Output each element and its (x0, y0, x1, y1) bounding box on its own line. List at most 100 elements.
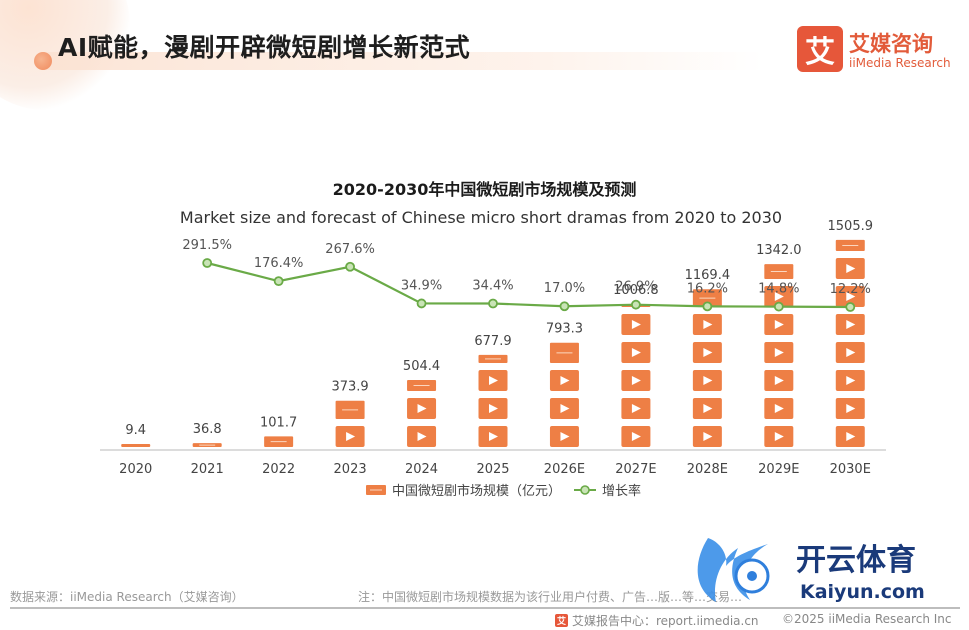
x-tick-label: 2026E (544, 462, 585, 477)
footer-source: 数据来源：iiMedia Research（艾媒咨询） (10, 590, 244, 604)
growth-rate-point (631, 299, 641, 310)
bar-2020: 9.4 (121, 423, 151, 447)
growth-rate-point (702, 301, 713, 312)
bar-value-label: 36.8 (193, 422, 222, 437)
bar-2029E: 1342.0 (756, 243, 802, 447)
bar-2026E: 793.3 (546, 322, 583, 447)
play-icon (631, 404, 641, 413)
footer-report-center: 艾 艾媒报告中心：report.iimedia.cn (555, 612, 759, 629)
footer-copyright: ©2025 iiMedia Research Inc (782, 612, 952, 626)
play-icon (774, 348, 784, 357)
x-tick-label: 2024 (405, 462, 438, 477)
bar-value-label: 101.7 (260, 415, 297, 430)
chart-subtitle: Market size and forecast of Chinese micr… (179, 208, 783, 227)
watermark-logo: 开云体育 Kaiyun.com (697, 538, 925, 603)
footer-report-center-label: 艾媒报告中心：report.iimedia.cn (572, 614, 759, 628)
bar-value-label: 1505.9 (828, 219, 874, 234)
watermark-en: Kaiyun.com (800, 581, 925, 603)
bar-2022: 101.7 (260, 415, 297, 447)
bar-value-label: 373.9 (331, 380, 368, 395)
play-icon (774, 320, 784, 329)
watermark-swoosh-icon (697, 538, 768, 602)
growth-rate-point (773, 301, 784, 312)
growth-rate-point (559, 301, 570, 312)
play-icon (774, 404, 784, 413)
play-icon (774, 432, 784, 441)
chart-title: 2020-2030年中国微短剧市场规模及预测 (332, 180, 637, 199)
x-tick-label: 2023 (334, 462, 367, 477)
play-icon (703, 376, 713, 385)
growth-rate-label: 291.5% (182, 238, 232, 253)
x-tick-label: 2028E (687, 462, 728, 477)
play-icon (846, 264, 856, 273)
growth-rate-point (416, 298, 427, 309)
growth-rate-label: 34.9% (401, 278, 442, 293)
growth-rate-label: 14.8% (758, 282, 799, 297)
play-icon (489, 432, 498, 441)
play-icon (489, 376, 498, 385)
bar-2027E: 1006.8 (613, 283, 659, 447)
bar-2021: 36.8 (192, 422, 222, 447)
growth-rate-label: 267.6% (325, 242, 375, 257)
play-icon (631, 348, 641, 357)
play-icon (846, 320, 856, 329)
play-icon (346, 432, 356, 441)
bar-value-label: 1169.4 (685, 268, 731, 283)
play-icon (417, 432, 427, 441)
page-title: AI赋能，漫剧开辟微短剧增长新范式 (58, 33, 471, 62)
bar-value-label: 1342.0 (756, 243, 802, 258)
brand-mini-icon: 艾 (555, 614, 568, 627)
growth-rate-point (345, 261, 355, 272)
bar-value-label: 1006.8 (613, 283, 659, 298)
play-icon (417, 404, 427, 413)
x-tick-label: 2025 (476, 462, 509, 477)
growth-rate-label: 26.9% (615, 280, 656, 295)
x-tick-label: 2022 (262, 462, 295, 477)
brand-logo: 艾 艾媒咨询 iiMedia Research (797, 26, 957, 76)
bar-block-partial (121, 444, 151, 447)
legend-bar-label: 中国微短剧市场规模（亿元） (392, 483, 561, 499)
play-icon (560, 376, 570, 385)
growth-rate-label: 17.0% (544, 281, 585, 296)
play-icon (703, 404, 713, 413)
brand-name: 艾媒咨询 (849, 32, 933, 56)
play-icon (846, 348, 856, 357)
x-tick-label: 2020 (119, 462, 152, 477)
legend-line-label: 增长率 (602, 483, 641, 499)
play-icon (703, 320, 713, 329)
brand-name-en: iiMedia Research (849, 56, 951, 70)
x-tick-label: 2030E (830, 462, 871, 477)
play-icon (631, 432, 641, 441)
growth-rate-label: 34.4% (472, 279, 513, 294)
bar-value-label: 793.3 (546, 322, 583, 337)
bar-value-label: 677.9 (474, 334, 511, 349)
footer-note: 注：中国微短剧市场规模数据为该行业用户付费、广告…版…等…交易… (358, 590, 743, 604)
play-icon (703, 432, 713, 441)
title-highlight-band (40, 52, 764, 70)
watermark-cn: 开云体育 (796, 543, 916, 578)
x-tick-label: 2029E (758, 462, 799, 477)
play-icon (846, 432, 856, 441)
growth-rate-point (845, 302, 856, 312)
play-icon (560, 404, 570, 413)
play-icon (846, 376, 856, 385)
bar-value-label: 504.4 (403, 359, 440, 374)
play-icon (489, 404, 498, 413)
play-icon (774, 292, 784, 301)
brand-badge-icon: 艾 (797, 26, 843, 72)
play-icon (703, 348, 713, 357)
growth-rate-line (206, 261, 851, 309)
footer-divider (10, 607, 960, 609)
x-tick-label: 2027E (615, 462, 656, 477)
growth-rate-label: 12.2% (830, 282, 871, 297)
bar-2030E: 1505.9 (828, 219, 874, 447)
chart-legend: 中国微短剧市场规模（亿元） 增长率 (366, 483, 641, 499)
growth-rate-point (273, 276, 284, 287)
bar-2028E: 1169.4 (685, 268, 731, 447)
bar-value-label: 9.4 (125, 423, 146, 438)
play-icon (631, 376, 641, 385)
x-tick-label: 2021 (191, 462, 224, 477)
title-bullet-dot (34, 52, 52, 70)
